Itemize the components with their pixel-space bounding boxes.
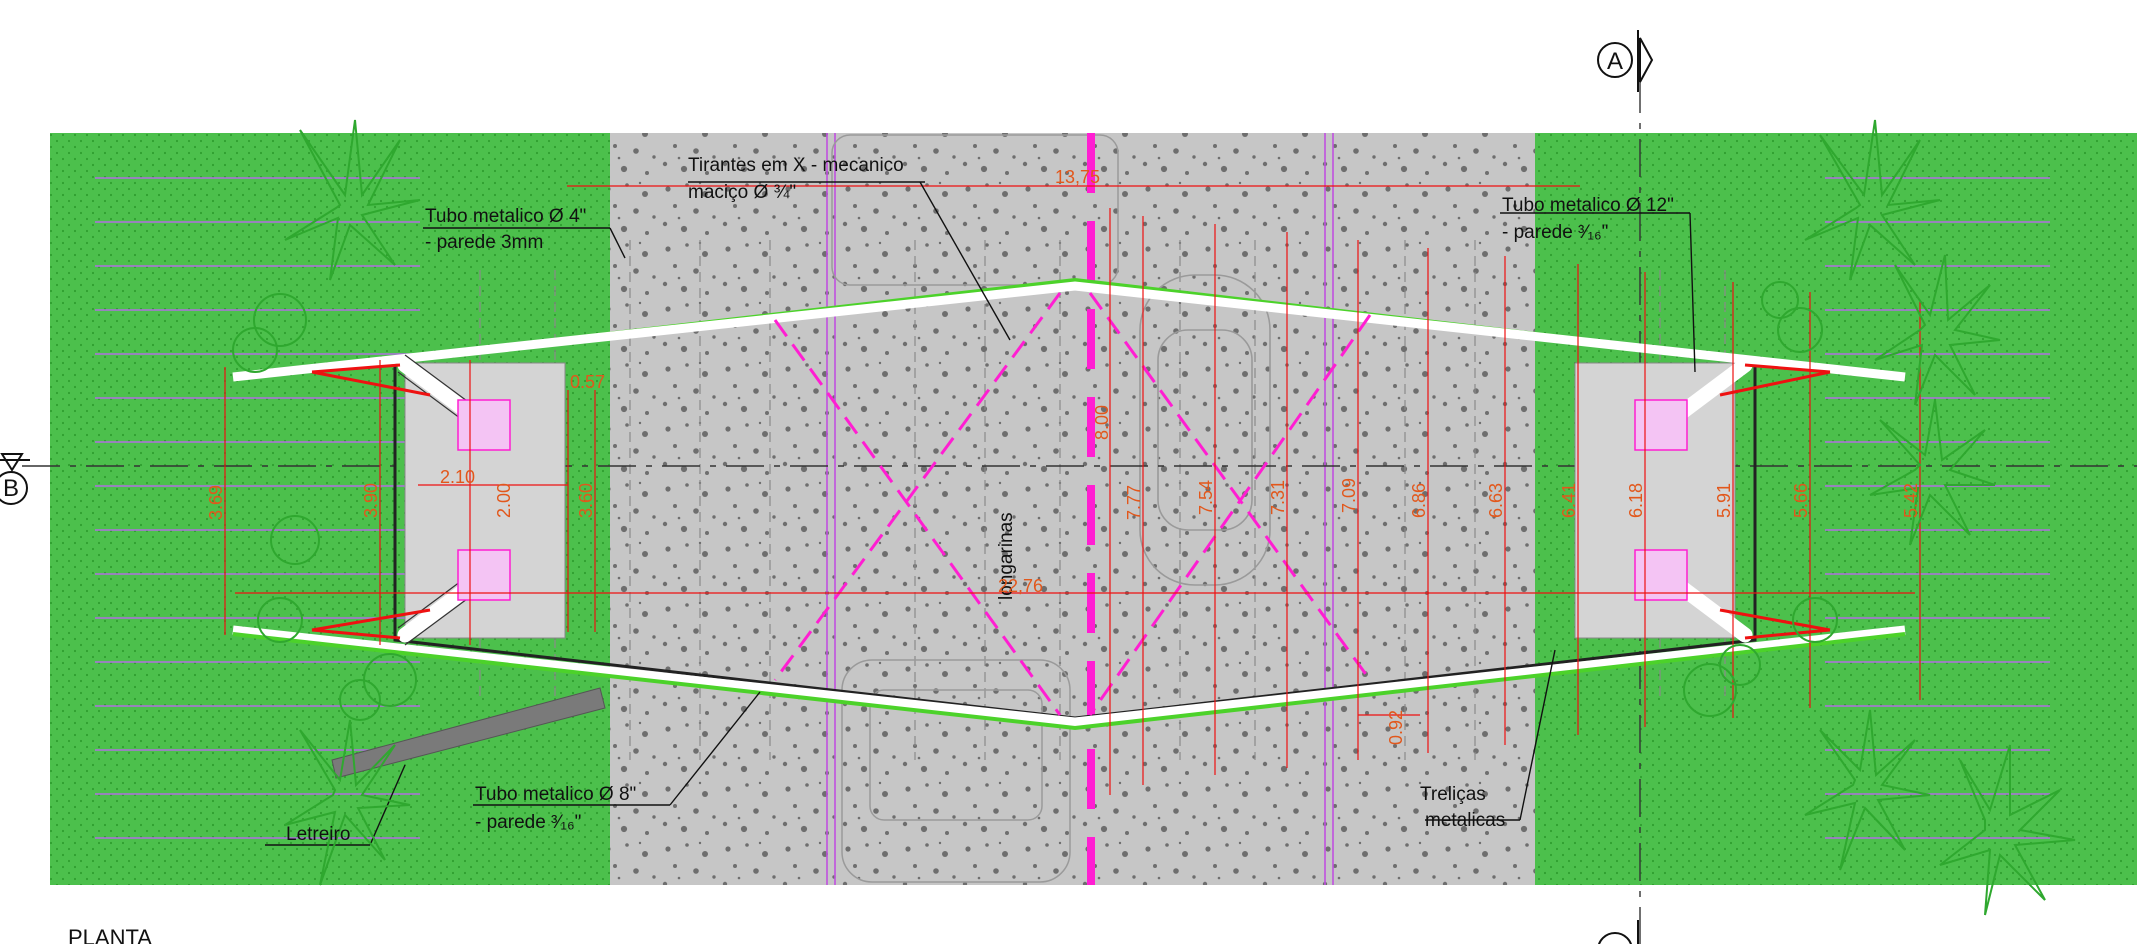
drawing-title: PLANTA: [68, 925, 152, 944]
road-surface: [610, 133, 1535, 885]
dim-777: 7.77: [1124, 485, 1144, 520]
section-mark-b-label: B: [3, 475, 19, 502]
dim-618: 6.18: [1626, 483, 1646, 518]
label-trelicas-line1: Treliças: [1420, 784, 1486, 805]
dim-641: 6.41: [1559, 483, 1579, 518]
label-tubo8-line1: Tubo metalico Ø 8": [475, 784, 636, 805]
dim-top-span: 13,75: [1055, 167, 1100, 187]
dim-731: 7.31: [1268, 480, 1288, 515]
plant-symbols: [232, 119, 2076, 916]
road-lane-lines: [826, 133, 1334, 885]
car-outline-top: [831, 134, 1119, 286]
base-plates: [457, 399, 1688, 601]
section-mark-a: [1597, 30, 1654, 92]
label-tirantes-line2: maciço Ø ¾": [688, 182, 796, 203]
dim-542: 5.42: [1901, 483, 1921, 518]
dim-390: 3.90: [361, 483, 381, 518]
leader-lines: [265, 181, 1696, 846]
dim-754: 7.54: [1196, 480, 1216, 515]
longarinas-guides: [479, 240, 1726, 760]
label-tubo12-line2: - parede ³⁄₁₆": [1502, 222, 1608, 243]
x-bracing: [773, 292, 1372, 716]
section-mark-a-bottom: [1598, 920, 1639, 944]
dim-360: 3.60: [576, 483, 596, 518]
red-ties: [311, 363, 1831, 640]
section-mark-a-label: A: [1607, 48, 1623, 75]
dim-566: 5.66: [1791, 483, 1811, 518]
label-tubo4-line1: Tubo metalico Ø 4": [425, 206, 586, 227]
dim-057: 0.57: [570, 372, 605, 392]
car-outline-middle: [1139, 274, 1271, 586]
section-mark-b: [0, 453, 30, 505]
label-tubo4-line2: - parede 3mm: [425, 232, 543, 253]
dim-total-span: 22,76: [998, 576, 1043, 596]
dim-369: 3.69: [206, 485, 226, 520]
dim-092: 0.92: [1386, 710, 1406, 745]
dim-663: 6.63: [1486, 483, 1506, 518]
dim-800: 8.00: [1092, 405, 1112, 440]
right-lawn-guidelines: [1825, 177, 2050, 839]
dim-709: 7.09: [1339, 478, 1359, 513]
dim-200: 2.00: [494, 483, 514, 518]
dim-686: 6.86: [1409, 483, 1429, 518]
label-trelicas-line2: metalicas: [1425, 810, 1505, 831]
dim-591: 5.91: [1714, 483, 1734, 518]
label-tubo8-line2: - parede ³⁄₁₆": [475, 812, 581, 833]
label-tubo12-line1: Tubo metalico Ø 12": [1502, 195, 1674, 216]
label-longarinas: longarinas: [996, 512, 1017, 600]
label-letreiro: Letreiro: [286, 824, 350, 845]
bridge-deck: [232, 277, 1906, 731]
car-outline-bottom: [841, 659, 1071, 883]
dim-210: 2.10: [440, 467, 475, 487]
label-tirantes-line1: Tirantes em X - mecanico: [688, 155, 904, 176]
dimension-lines: [224, 185, 1921, 795]
